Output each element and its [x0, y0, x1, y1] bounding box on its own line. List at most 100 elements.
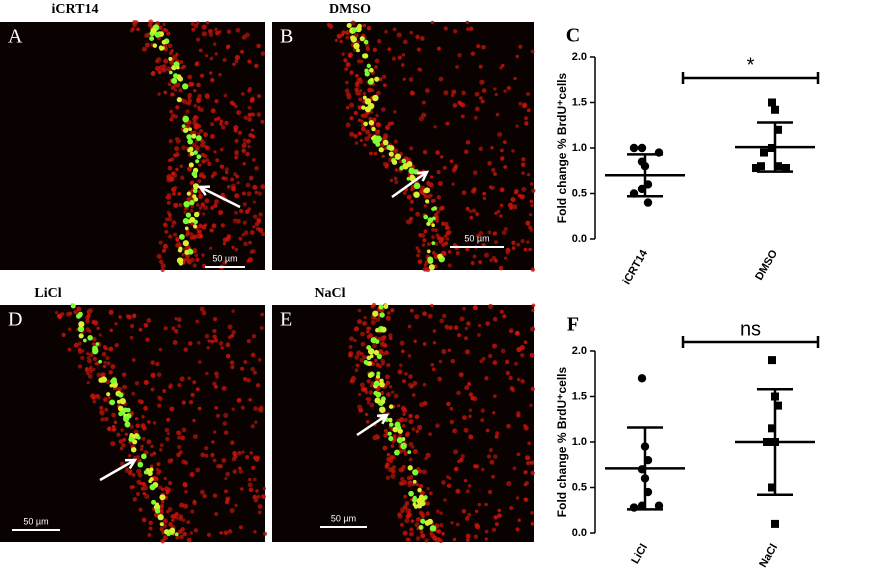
- cell: [220, 125, 226, 130]
- cell: [481, 356, 486, 361]
- cell: [481, 88, 487, 93]
- brdu-cell: [182, 115, 189, 123]
- cell: [189, 257, 195, 263]
- cell: [242, 142, 247, 146]
- cell: [465, 533, 471, 539]
- cell: [422, 342, 427, 346]
- panel-title: DMSO: [329, 2, 371, 17]
- brdu-cell: [186, 134, 192, 140]
- cell: [111, 412, 116, 418]
- cell: [100, 372, 106, 378]
- cell: [515, 54, 519, 59]
- brdu-cell: [149, 484, 156, 491]
- cell: [360, 59, 364, 64]
- cell: [150, 360, 155, 365]
- cell: [239, 209, 244, 214]
- cell: [408, 374, 413, 379]
- cell: [178, 88, 183, 93]
- cell: [196, 82, 201, 88]
- cell: [171, 518, 175, 523]
- brdu-cell: [193, 197, 199, 202]
- cell: [459, 316, 465, 322]
- cell: [192, 116, 197, 122]
- cell: [173, 186, 178, 190]
- cell: [412, 380, 418, 386]
- cell: [423, 263, 428, 267]
- cell: [468, 209, 473, 213]
- brdu-cell: [389, 422, 394, 427]
- cell: [210, 339, 215, 344]
- cell: [409, 90, 415, 96]
- y-tick-label: 0.5: [572, 187, 587, 199]
- cell: [91, 342, 96, 346]
- cell: [247, 117, 252, 122]
- cell: [168, 234, 173, 239]
- cell: [261, 494, 266, 499]
- cell: [500, 148, 504, 153]
- brdu-cell: [152, 43, 158, 48]
- cell: [101, 351, 107, 357]
- cell: [173, 83, 178, 88]
- cell: [368, 116, 373, 121]
- cell: [252, 214, 258, 219]
- significance-bar: [681, 72, 820, 84]
- cell: [234, 210, 238, 215]
- cell: [368, 390, 373, 395]
- brdu-cell: [188, 127, 192, 132]
- cell: [491, 167, 496, 173]
- cell: [435, 423, 440, 428]
- cell: [162, 518, 168, 524]
- cell: [372, 316, 377, 320]
- cell: [452, 537, 457, 542]
- cell: [157, 395, 162, 400]
- cell: [181, 518, 186, 522]
- cell: [409, 146, 414, 151]
- cell: [162, 389, 167, 393]
- cell: [219, 119, 224, 124]
- cell: [252, 370, 257, 375]
- brdu-cell: [159, 46, 164, 51]
- cell: [257, 504, 263, 509]
- cell: [451, 182, 455, 186]
- cell: [236, 450, 242, 456]
- cell: [513, 76, 517, 81]
- cell: [353, 134, 358, 139]
- cell: [255, 457, 260, 461]
- brdu-cell: [130, 446, 137, 453]
- panel-label: E: [280, 309, 292, 331]
- brdu-cell: [137, 461, 144, 468]
- cell: [156, 57, 162, 63]
- brdu-cell: [195, 159, 200, 164]
- cell: [152, 451, 157, 456]
- cell: [194, 145, 200, 151]
- cell: [455, 251, 460, 256]
- cell: [521, 186, 527, 192]
- cell: [400, 476, 405, 482]
- cell: [223, 93, 228, 98]
- brdu-cell: [392, 426, 399, 433]
- cell: [449, 159, 454, 164]
- cell: [103, 360, 107, 365]
- cell: [212, 316, 218, 322]
- brdu-cell: [416, 497, 423, 504]
- cell: [196, 37, 201, 42]
- cell: [244, 32, 250, 38]
- cell: [110, 364, 116, 370]
- cell: [138, 458, 142, 463]
- brdu-cell: [407, 450, 412, 455]
- cell: [497, 508, 502, 513]
- cell: [104, 416, 109, 422]
- cell: [249, 230, 255, 236]
- cell: [204, 333, 210, 339]
- cell: [132, 314, 136, 319]
- cell: [247, 59, 252, 64]
- cell: [86, 313, 91, 318]
- cell: [499, 309, 504, 314]
- cell: [212, 328, 217, 334]
- cell: [511, 246, 516, 250]
- cell: [405, 431, 411, 437]
- cell: [419, 185, 426, 191]
- cell: [168, 139, 173, 144]
- cell: [106, 426, 112, 432]
- cell: [475, 212, 480, 217]
